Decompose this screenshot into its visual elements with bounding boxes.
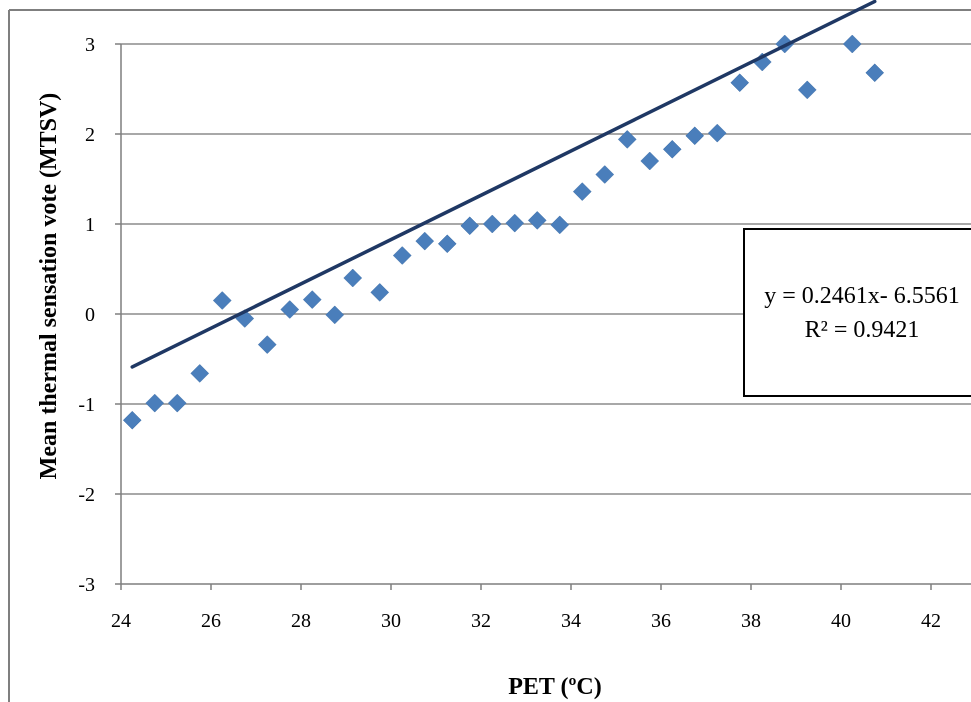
data-point — [707, 123, 727, 143]
x-tick-label: 28 — [291, 610, 311, 632]
y-tick-label: 2 — [85, 124, 95, 146]
trendline-group — [130, 0, 877, 369]
data-point — [595, 165, 615, 184]
x-tick-label: 26 — [201, 610, 221, 632]
data-point — [167, 393, 187, 413]
data-point — [190, 364, 210, 383]
r-squared-text: R² = 0.9421 — [805, 317, 920, 343]
gridlines — [121, 43, 971, 495]
data-point — [415, 231, 435, 251]
data-point — [212, 291, 232, 310]
y-axis-title: Mean thermal sensation vote (MTSV) — [36, 93, 62, 480]
data-point — [617, 130, 637, 149]
data-point — [460, 216, 480, 236]
data-point — [572, 182, 592, 201]
data-point — [343, 268, 363, 288]
y-tick-label: 1 — [85, 214, 95, 236]
y-tick-label: -1 — [78, 394, 95, 416]
x-tick-labels: 24 26 28 30 32 34 36 38 40 42 — [111, 610, 941, 632]
data-point — [505, 213, 525, 233]
y-tick-label: -2 — [78, 484, 95, 506]
y-tick-labels: -3 -2 -1 0 1 2 3 — [78, 34, 95, 596]
x-tick-label: 24 — [111, 610, 131, 632]
x-tick-label: 36 — [651, 610, 671, 632]
data-point — [685, 126, 705, 146]
axes — [115, 43, 971, 590]
x-tick-label: 40 — [831, 610, 851, 632]
x-tick-label: 30 — [381, 610, 401, 632]
data-point — [257, 335, 277, 354]
data-point — [797, 80, 817, 100]
data-point — [325, 305, 345, 325]
data-point — [842, 34, 862, 54]
y-tick-label: -3 — [78, 574, 95, 596]
x-tick-label: 38 — [741, 610, 761, 632]
data-point — [392, 246, 412, 265]
equation-text: y = 0.2461x- 6.5561 — [764, 283, 960, 309]
x-tick-label: 34 — [561, 610, 581, 632]
data-point — [302, 290, 322, 309]
data-point — [437, 234, 457, 254]
x-tick-label: 32 — [471, 610, 491, 632]
trendline — [130, 0, 877, 369]
data-point — [370, 283, 390, 302]
x-axis-title: PET (ºC) — [508, 674, 601, 700]
equation-box: y = 0.2461x- 6.5561 R² = 0.9421 — [743, 228, 971, 397]
data-points — [122, 34, 885, 430]
data-point — [662, 139, 682, 159]
data-point — [640, 151, 660, 171]
data-point — [550, 215, 570, 235]
data-point — [730, 73, 750, 93]
equation-box-frame — [743, 228, 971, 397]
x-tick-label: 42 — [921, 610, 941, 632]
data-point — [280, 300, 300, 319]
y-tick-label: 3 — [85, 34, 95, 56]
data-point — [122, 410, 142, 430]
data-point — [527, 211, 547, 230]
y-tick-label: 0 — [85, 304, 95, 326]
data-point — [145, 393, 165, 413]
data-point — [865, 63, 885, 83]
data-point — [482, 214, 502, 234]
